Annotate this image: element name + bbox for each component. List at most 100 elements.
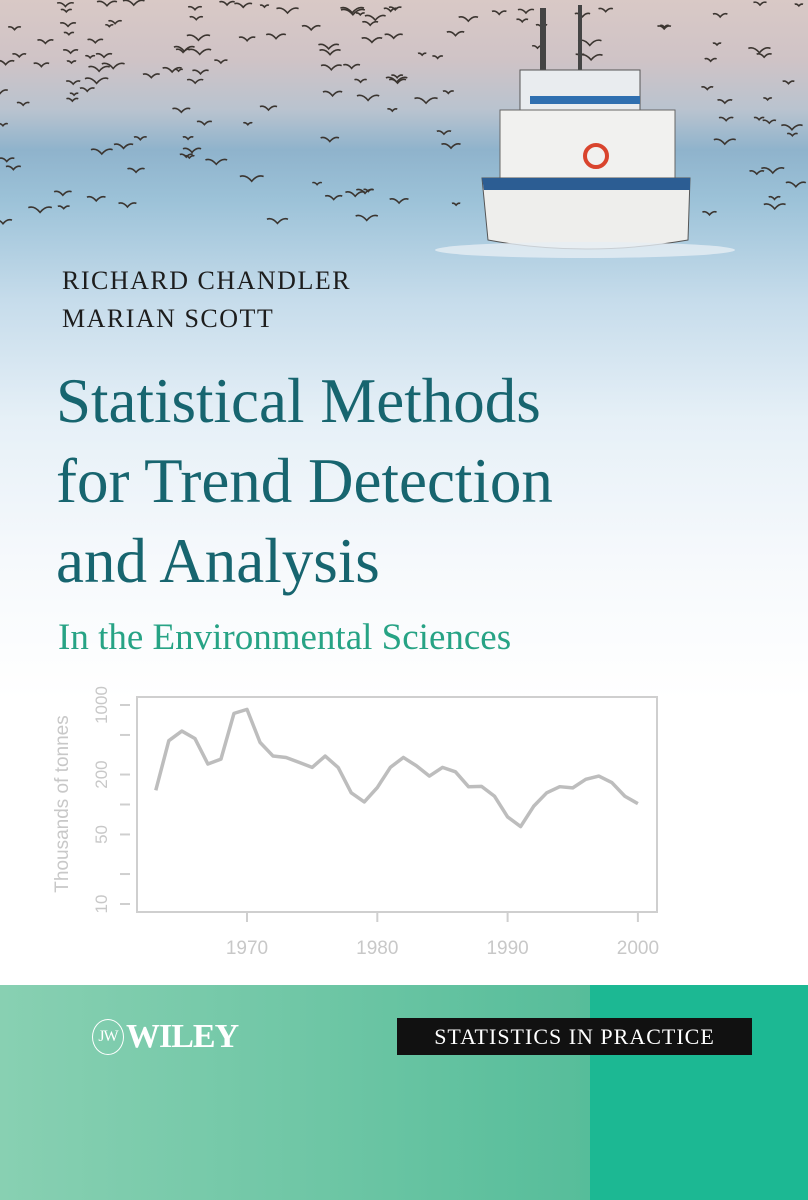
seagull <box>319 49 341 56</box>
seagull <box>794 3 804 8</box>
seagull <box>312 181 323 186</box>
seagull <box>182 147 202 154</box>
seagull <box>118 202 137 209</box>
seagull <box>219 0 235 7</box>
seagull <box>0 89 9 95</box>
seagull <box>188 48 212 56</box>
seagull <box>355 12 365 17</box>
seagull <box>659 24 670 29</box>
seagull <box>56 1 75 8</box>
seagull <box>753 1 767 7</box>
x-tick-label: 2000 <box>617 938 659 959</box>
seagull <box>340 6 365 15</box>
seagull <box>355 214 379 222</box>
title-line-1: Statistical Methods <box>56 366 541 436</box>
seagull <box>748 46 771 55</box>
plot-box <box>136 696 658 913</box>
seagull <box>354 78 367 84</box>
seagull <box>340 8 366 17</box>
seagull <box>96 0 118 8</box>
seagull <box>417 52 427 57</box>
seagull <box>756 53 772 59</box>
seagull <box>276 7 299 15</box>
x-tick-label: 1980 <box>356 938 398 959</box>
seagull <box>113 143 134 150</box>
seagull <box>383 7 398 13</box>
seagull <box>7 26 22 31</box>
seagull <box>491 10 507 16</box>
seagull <box>782 80 795 85</box>
seagull <box>345 191 366 198</box>
photo-illustration <box>0 0 807 258</box>
seagull <box>186 78 204 85</box>
seagull <box>391 74 404 79</box>
seagull <box>108 19 123 25</box>
seagull <box>320 136 340 143</box>
seagull <box>356 94 380 102</box>
seagull <box>598 7 614 13</box>
seagull <box>322 90 343 98</box>
seagull <box>95 52 113 59</box>
seagull <box>88 65 111 73</box>
seagull <box>388 78 407 85</box>
seagull <box>701 86 714 91</box>
seagull <box>5 165 22 171</box>
seagull <box>432 55 444 60</box>
seagull <box>762 119 777 125</box>
trend-chart: 10 50 200 1000 1970 1980 1990 2000 Thousands o… <box>52 686 659 959</box>
seagull <box>324 194 343 201</box>
seagull <box>657 25 672 31</box>
seagull <box>761 167 785 175</box>
seagull <box>28 206 53 214</box>
seagull <box>238 36 256 42</box>
y-axis-label: Thousands of tonnes <box>52 715 73 892</box>
publisher-name: WILEY <box>126 1018 239 1055</box>
seagull <box>62 48 79 55</box>
seagull <box>234 2 253 9</box>
seagull <box>364 14 386 22</box>
wiley-emblem-icon: JW <box>92 1019 124 1055</box>
seagull <box>259 105 278 112</box>
x-axis: 1970 1980 1990 2000 <box>226 912 659 959</box>
series-line <box>154 707 639 829</box>
seagull <box>414 97 438 105</box>
seagull <box>142 73 161 79</box>
y-tick-label: 1000 <box>92 686 111 724</box>
seagull <box>387 108 398 113</box>
seagull <box>12 53 27 59</box>
seagull <box>243 121 253 126</box>
seagull <box>174 68 184 73</box>
x-tick-label: 1990 <box>486 938 528 959</box>
seagull <box>172 107 191 114</box>
seagull <box>186 34 211 42</box>
seagull <box>16 101 30 107</box>
seagull <box>84 77 109 85</box>
seagull <box>189 15 204 21</box>
seagull <box>86 195 106 203</box>
seagull <box>781 124 803 131</box>
seagull <box>63 31 75 36</box>
seagull <box>786 132 798 138</box>
seagull <box>85 54 96 60</box>
seagull <box>343 63 361 70</box>
seagull <box>451 202 461 207</box>
seagull <box>60 8 73 14</box>
seagull <box>187 5 203 11</box>
seagull <box>65 80 81 86</box>
seagull <box>87 38 104 45</box>
cover-photo-sea-boat-gulls <box>0 0 808 700</box>
seagull <box>362 20 379 27</box>
seagull <box>37 39 54 45</box>
seagull <box>442 90 455 95</box>
title-line-3: and Analysis <box>56 526 380 596</box>
fishing-boat <box>435 5 735 258</box>
seagull <box>214 59 228 65</box>
seagull <box>574 12 591 19</box>
seagulls <box>0 0 807 225</box>
seagull <box>446 30 465 37</box>
seagull <box>66 60 77 65</box>
seagull <box>182 136 194 141</box>
seagull <box>0 59 15 66</box>
title-line-2: for Trend Detection <box>56 446 553 516</box>
y-tick-label: 50 <box>92 825 111 844</box>
